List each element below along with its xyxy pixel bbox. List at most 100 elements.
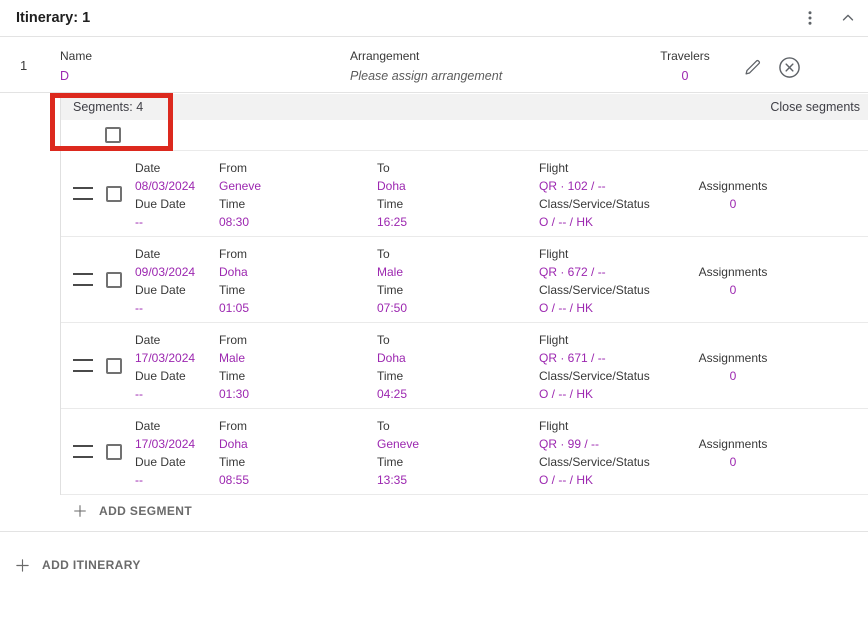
from-value[interactable]: Doha xyxy=(219,437,248,451)
drag-handle-icon[interactable] xyxy=(73,359,93,372)
drag-handle-icon[interactable] xyxy=(73,187,93,200)
edit-itinerary-button[interactable] xyxy=(740,54,766,80)
add-segment-button[interactable]: ADD SEGMENT xyxy=(60,495,192,526)
add-itinerary-button[interactable]: ADD ITINERARY xyxy=(14,550,141,580)
remove-itinerary-button[interactable] xyxy=(775,53,803,81)
to-value[interactable]: Geneve xyxy=(377,437,420,451)
date-column: Date 17/03/2024 Due Date -- xyxy=(135,323,219,408)
class-service-status-label: Class/Service/Status xyxy=(539,455,650,469)
to-label: To xyxy=(377,247,390,261)
class-service-status-label: Class/Service/Status xyxy=(539,369,650,383)
date-label: Date xyxy=(135,247,161,261)
assignments-label: Assignments xyxy=(698,351,768,365)
due-date-value[interactable]: -- xyxy=(135,387,143,401)
flight-label: Flight xyxy=(539,161,569,175)
due-date-value[interactable]: -- xyxy=(135,301,143,315)
date-value[interactable]: 17/03/2024 xyxy=(135,351,196,365)
arr-time-value[interactable]: 04:25 xyxy=(377,387,408,401)
segment-row: Date 17/03/2024 Due Date -- From Doha Ti… xyxy=(61,409,868,495)
arrangement-placeholder[interactable]: Please assign arrangement xyxy=(350,69,503,83)
dep-time-value[interactable]: 01:30 xyxy=(219,387,250,401)
segments-panel: Segments: 4 Close segments Date 08/03/20… xyxy=(60,94,868,526)
edit-pencil-icon xyxy=(742,56,764,78)
due-date-label: Due Date xyxy=(135,197,186,211)
assignments-label: Assignments xyxy=(698,179,768,193)
page-title: Itinerary: 1 xyxy=(16,10,91,26)
itinerary-summary-row: 1 Name D Arrangement Please assign arran… xyxy=(0,38,868,93)
segment-checkbox[interactable] xyxy=(106,271,122,288)
more-vertical-icon xyxy=(801,9,819,27)
date-value[interactable]: 17/03/2024 xyxy=(135,437,196,451)
arrangement-field: Arrangement Please assign arrangement xyxy=(350,49,502,83)
to-column: To Doha Time 04:25 xyxy=(377,323,539,408)
itinerary-header: Itinerary: 1 xyxy=(0,0,868,37)
time-label: Time xyxy=(219,197,246,211)
time-label: Time xyxy=(377,283,404,297)
arr-time-value[interactable]: 16:25 xyxy=(377,215,408,229)
class-service-status-value[interactable]: O / -- / HK xyxy=(539,215,593,229)
assignments-count[interactable]: 0 xyxy=(729,283,737,297)
from-value[interactable]: Male xyxy=(219,351,246,365)
dep-time-value[interactable]: 08:55 xyxy=(219,473,250,487)
dep-time-value[interactable]: 01:05 xyxy=(219,301,250,315)
name-value[interactable]: D xyxy=(60,69,70,83)
due-date-value[interactable]: -- xyxy=(135,473,143,487)
select-all-row xyxy=(61,120,868,151)
time-label: Time xyxy=(377,197,404,211)
date-label: Date xyxy=(135,333,161,347)
due-date-value[interactable]: -- xyxy=(135,215,143,229)
from-column: From Male Time 01:30 xyxy=(219,323,377,408)
plus-icon xyxy=(72,503,88,519)
add-segment-label: ADD SEGMENT xyxy=(99,503,193,518)
travelers-field: Travelers 0 xyxy=(648,49,722,83)
close-segments-link[interactable]: Close segments xyxy=(770,100,860,114)
assignments-count[interactable]: 0 xyxy=(729,369,737,383)
to-column: To Male Time 07:50 xyxy=(377,237,539,322)
class-service-status-value[interactable]: O / -- / HK xyxy=(539,301,593,315)
travelers-count[interactable]: 0 xyxy=(681,69,689,83)
date-value[interactable]: 08/03/2024 xyxy=(135,179,196,193)
flight-column: Flight QR · 99 / -- Class/Service/Status… xyxy=(539,409,673,494)
flight-value[interactable]: QR · 99 / -- xyxy=(539,437,600,451)
flight-value[interactable]: QR · 102 / -- xyxy=(539,179,606,193)
assignments-count[interactable]: 0 xyxy=(729,455,737,469)
drag-handle-icon[interactable] xyxy=(73,445,93,458)
select-all-checkbox[interactable] xyxy=(105,127,121,143)
from-label: From xyxy=(219,419,247,433)
date-column: Date 09/03/2024 Due Date -- xyxy=(135,237,219,322)
segment-checkbox[interactable] xyxy=(106,185,122,202)
more-menu-button[interactable] xyxy=(798,6,822,30)
to-label: To xyxy=(377,333,390,347)
to-label: To xyxy=(377,419,390,433)
class-service-status-value[interactable]: O / -- / HK xyxy=(539,387,593,401)
flight-label: Flight xyxy=(539,247,569,261)
collapse-itinerary-button[interactable] xyxy=(836,6,860,30)
time-label: Time xyxy=(219,283,246,297)
arrangement-label: Arrangement xyxy=(350,49,420,63)
segments-header-bar: Segments: 4 Close segments xyxy=(61,94,868,120)
time-label: Time xyxy=(219,455,246,469)
flight-value[interactable]: QR · 672 / -- xyxy=(539,265,606,279)
assignments-column: Assignments 0 xyxy=(673,237,793,322)
to-column: To Doha Time 16:25 xyxy=(377,151,539,236)
flight-value[interactable]: QR · 671 / -- xyxy=(539,351,606,365)
to-value[interactable]: Doha xyxy=(377,351,406,365)
segment-checkbox[interactable] xyxy=(106,357,122,374)
class-service-status-value[interactable]: O / -- / HK xyxy=(539,473,593,487)
dep-time-value[interactable]: 08:30 xyxy=(219,215,250,229)
to-label: To xyxy=(377,161,390,175)
segment-checkbox[interactable] xyxy=(106,443,122,460)
segments-body: Segments: 4 Close segments Date 08/03/20… xyxy=(60,94,868,495)
to-value[interactable]: Male xyxy=(377,265,404,279)
assignments-column: Assignments 0 xyxy=(673,323,793,408)
arr-time-value[interactable]: 13:35 xyxy=(377,473,408,487)
itinerary-bottom-divider xyxy=(0,531,868,532)
date-value[interactable]: 09/03/2024 xyxy=(135,265,196,279)
drag-handle-icon[interactable] xyxy=(73,273,93,286)
from-value[interactable]: Doha xyxy=(219,265,248,279)
arr-time-value[interactable]: 07:50 xyxy=(377,301,408,315)
to-value[interactable]: Doha xyxy=(377,179,406,193)
assignments-count[interactable]: 0 xyxy=(729,197,737,211)
from-value[interactable]: Geneve xyxy=(219,179,262,193)
